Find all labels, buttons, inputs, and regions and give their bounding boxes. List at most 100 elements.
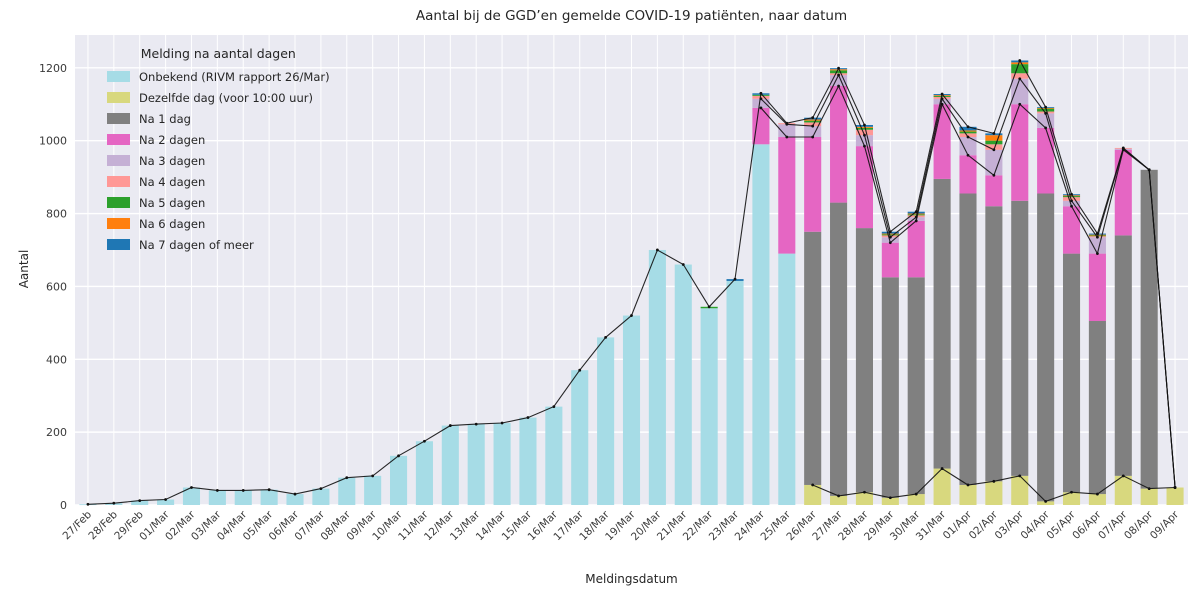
cumulative-through-na2-line-marker: [759, 106, 763, 110]
bar-segment: [804, 231, 822, 485]
bar-segment: [131, 500, 149, 505]
bar-segment: [985, 144, 1003, 150]
y-tick-label: 1000: [39, 135, 67, 148]
cumulative-through-na2-line-marker: [837, 84, 840, 88]
bar-segment: [804, 120, 822, 123]
bar-segment: [234, 490, 252, 505]
cumulative-through-na2-line-marker: [811, 135, 815, 139]
total-line-marker: [241, 489, 245, 492]
cumulative-through-na3-line-marker: [1096, 235, 1099, 239]
bar-segment: [1011, 104, 1029, 201]
legend-swatch: [107, 197, 130, 208]
bar-segment: [830, 86, 848, 203]
cumulative-through-na3-line-marker: [1044, 111, 1048, 115]
cumulative-through-na3-line-marker: [1070, 199, 1073, 203]
bar-segment: [804, 126, 822, 138]
legend-item: Onbekend (RIVM rapport 26/Mar): [107, 66, 330, 87]
bar-segment: [855, 492, 873, 505]
cumulative-through-na3-line-marker: [992, 148, 996, 152]
total-line-marker: [526, 416, 530, 419]
bar-segment: [545, 406, 563, 505]
bar-segment: [1088, 253, 1106, 322]
bar-segment: [881, 242, 899, 278]
bar-segment: [597, 337, 615, 505]
cumulative-through-na2-line-marker: [1044, 126, 1048, 130]
bar-segment: [778, 137, 796, 254]
bar-segment: [1062, 492, 1081, 505]
bar-segment: [752, 95, 770, 99]
legend-swatch: [107, 134, 130, 145]
bar-segment: [855, 127, 873, 130]
cumulative-through-na2-line-marker: [1018, 102, 1022, 106]
total-line-marker: [966, 125, 970, 129]
bar-segment: [907, 213, 925, 215]
bar-segment: [726, 280, 744, 505]
bar-segment: [338, 477, 356, 505]
bar-segment: [441, 425, 459, 505]
legend-items: Onbekend (RIVM rapport 26/Mar) Dezelfde d…: [107, 66, 330, 255]
cumulative-through-na2-line-marker: [1070, 204, 1073, 208]
bar-segment: [1088, 321, 1106, 495]
same-day-line-marker: [914, 492, 918, 496]
bar-segment: [1011, 62, 1029, 65]
bar-segment: [830, 69, 848, 71]
bar-segment: [286, 494, 304, 505]
bar-segment: [1062, 195, 1081, 197]
y-axis-label: Aantal: [17, 249, 31, 289]
bar-segment: [855, 146, 873, 229]
cumulative-through-na2-line-marker: [785, 135, 789, 139]
legend-swatch: [107, 113, 130, 124]
bar-segment: [855, 135, 873, 147]
overlay-lines: [86, 59, 1177, 506]
bar-segment: [1037, 127, 1055, 194]
bar-segment: [907, 220, 925, 278]
same-day-line-marker: [1147, 487, 1151, 491]
bar-segment: [571, 370, 589, 505]
total-line-marker: [733, 277, 737, 281]
bar-segment: [933, 468, 951, 505]
y-tick-label: 400: [46, 353, 67, 366]
total-line-marker: [371, 474, 375, 478]
bar-segment: [1166, 487, 1184, 505]
chart-title: Aantal bij de GGD’en gemelde COVID-19 pa…: [415, 8, 848, 24]
same-day-line-marker: [811, 483, 815, 487]
bar-segment: [1062, 200, 1081, 207]
cumulative-through-na3-line-marker: [940, 97, 944, 101]
same-day-line-marker: [837, 494, 840, 498]
total-line-marker: [1018, 59, 1022, 62]
bar-segment: [907, 277, 925, 495]
legend-item: Na 2 dagen: [107, 129, 330, 150]
bar-segment: [959, 126, 977, 131]
legend-label: Na 5 dagen: [139, 195, 206, 210]
same-day-line-marker: [992, 479, 996, 483]
bar-segment: [752, 107, 770, 145]
total-line-marker: [837, 66, 840, 70]
bar-segment: [804, 484, 822, 505]
bar-segment: [985, 135, 1003, 141]
cumulative-through-na2-line-marker: [940, 102, 944, 106]
total-line-marker: [86, 502, 90, 506]
bar-segment: [1062, 253, 1081, 493]
bar-segment: [312, 488, 330, 505]
same-day-line-marker: [863, 490, 866, 494]
legend-label: Na 2 dagen: [139, 132, 206, 147]
legend-swatch: [107, 92, 130, 103]
bar-segment: [260, 489, 278, 505]
y-tick-labels: 0 200 400 600 800 1000 1200: [39, 62, 67, 512]
bar-segment: [1088, 234, 1106, 236]
cumulative-through-na3-line-marker: [888, 235, 892, 239]
bar-segment: [1011, 64, 1029, 74]
bar-segment: [208, 490, 226, 505]
cumulative-through-na3-line-marker: [837, 73, 840, 77]
bar-segment: [959, 131, 977, 134]
bar-segment: [1011, 475, 1029, 505]
cumulative-through-na3-line-marker: [785, 122, 789, 126]
legend: Melding na aantal dagen Onbekend (RIVM r…: [97, 42, 340, 259]
bar-segment: [830, 70, 848, 74]
cumulative-through-na3-line-marker: [811, 124, 815, 128]
same-day-line-marker: [888, 496, 892, 500]
cumulative-through-na3-line-marker: [759, 97, 763, 101]
same-day-line-marker: [966, 483, 970, 487]
total-line-marker: [138, 499, 142, 503]
total-line-marker: [992, 131, 996, 135]
